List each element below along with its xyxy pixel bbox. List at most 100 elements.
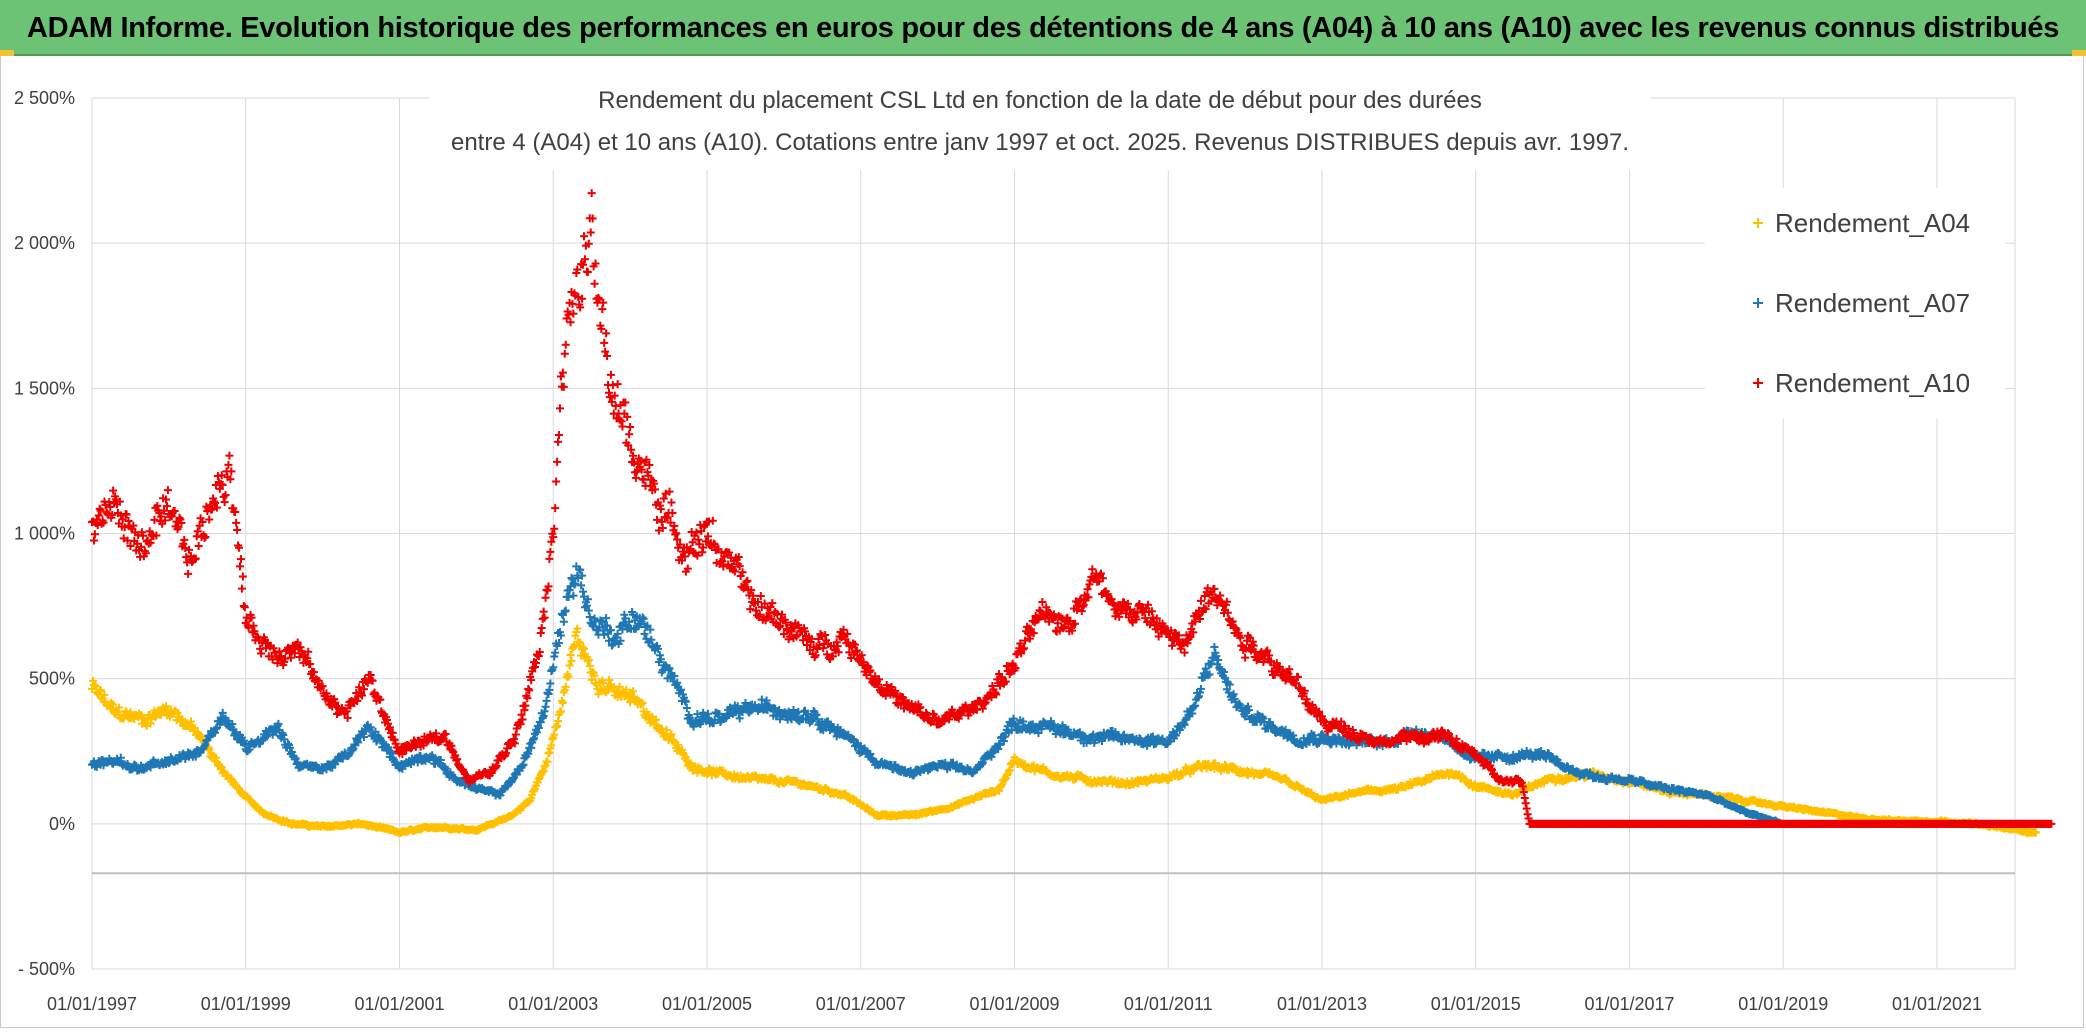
data-point	[561, 682, 570, 691]
grid-lines	[91, 97, 2016, 970]
data-point	[566, 318, 575, 327]
data-point	[667, 730, 676, 739]
data-point	[600, 338, 609, 347]
data-point	[625, 430, 634, 439]
x-tick-label: 01/01/2013	[1277, 994, 1367, 1014]
data-point	[178, 714, 187, 723]
data-point	[220, 498, 229, 507]
data-point	[746, 605, 755, 614]
title-banner	[0, 0, 2086, 56]
y-tick-label: 0%	[49, 814, 75, 834]
y-tick-label: 500%	[29, 669, 75, 689]
x-tick-label: 01/01/2003	[508, 994, 598, 1014]
data-point	[682, 703, 691, 712]
data-point	[587, 189, 596, 198]
data-point	[545, 554, 554, 563]
data-point	[555, 430, 564, 439]
x-tick-label: 01/01/2007	[816, 994, 906, 1014]
data-point	[551, 504, 560, 513]
data-point	[667, 498, 676, 507]
data-point	[638, 699, 647, 708]
data-point	[194, 541, 203, 550]
y-tick-label: - 500%	[18, 959, 75, 979]
y-tick-label: 1 000%	[14, 524, 75, 544]
data-point	[590, 671, 599, 680]
banner-corner-left	[0, 50, 14, 56]
data-point	[543, 757, 552, 766]
data-point	[542, 696, 551, 705]
banner-corner-right	[2072, 50, 2086, 56]
x-tick-label: 01/01/2021	[1892, 994, 1982, 1014]
data-point	[1088, 565, 1097, 574]
data-point	[235, 562, 244, 571]
chart-title: Rendement du placement CSL Ltd en foncti…	[430, 82, 1650, 170]
data-point	[567, 656, 576, 665]
data-point	[184, 569, 193, 578]
data-point	[561, 340, 570, 349]
y-tick-label: 1 500%	[14, 378, 75, 398]
data-point	[564, 672, 573, 681]
x-axis-ticks: 01/01/1997 01/01/1999 01/01/2001 01/01/2003…	[47, 994, 1982, 1014]
x-tick-label: 01/01/2011	[1124, 994, 1213, 1014]
data-point	[600, 630, 609, 639]
data-point	[1180, 648, 1189, 657]
data-point	[668, 509, 677, 518]
title-background	[430, 82, 1650, 170]
data-point	[237, 584, 246, 593]
data-point	[560, 349, 569, 358]
data-point	[236, 555, 245, 564]
data-point	[225, 451, 234, 460]
data-point	[558, 698, 567, 707]
data-point	[555, 404, 564, 413]
data-point	[599, 679, 608, 688]
data-point	[618, 422, 627, 431]
data-point	[96, 685, 105, 694]
data-point	[109, 700, 118, 709]
data-point	[240, 603, 249, 612]
data-point	[652, 715, 661, 724]
data-point	[232, 518, 241, 527]
data-point	[553, 457, 562, 466]
data-point	[233, 525, 242, 534]
data-point	[554, 437, 563, 446]
data-point	[708, 516, 717, 525]
data-point	[163, 486, 172, 495]
data-point	[100, 690, 109, 699]
data-point	[590, 279, 599, 288]
data-point	[190, 724, 199, 733]
x-tick-label: 01/01/2001	[354, 994, 444, 1014]
data-point	[161, 702, 170, 711]
data-point	[626, 423, 635, 432]
x-tick-label: 01/01/2005	[662, 994, 752, 1014]
data-point	[1196, 596, 1205, 605]
chart-frame	[0, 56, 2084, 1028]
x-tick-label: 01/01/2019	[1738, 994, 1828, 1014]
data-point	[583, 268, 592, 277]
data-point	[615, 682, 624, 691]
x-tick-label: 01/01/2009	[969, 994, 1059, 1014]
y-tick-label: 2 000%	[14, 233, 75, 253]
chart-title-line: entre 4 (A04) et 10 ans (A10). Cotations…	[451, 129, 1629, 156]
x-tick-label: 01/01/2017	[1584, 994, 1674, 1014]
data-point	[606, 370, 615, 379]
data-point	[541, 593, 550, 602]
data-point	[257, 649, 266, 658]
data-point	[537, 624, 546, 633]
x-tick-label: 01/01/1999	[201, 994, 291, 1014]
data-points	[88, 189, 2056, 838]
y-tick-label: 2 500%	[14, 88, 75, 108]
x-tick-label: 01/01/2015	[1431, 994, 1521, 1014]
chart-title-line: Rendement du placement CSL Ltd en foncti…	[598, 87, 1482, 114]
data-point	[1038, 597, 1047, 606]
data-point	[602, 329, 611, 338]
banner-title: ADAM Informe. Evolution historique des p…	[26, 12, 2060, 44]
data-point	[573, 624, 582, 633]
data-point	[559, 617, 568, 626]
data-point	[556, 707, 565, 716]
data-point	[550, 730, 559, 739]
data-point	[613, 380, 622, 389]
data-point	[114, 703, 123, 712]
data-point	[569, 591, 578, 600]
x-tick-label: 01/01/1997	[47, 994, 137, 1014]
